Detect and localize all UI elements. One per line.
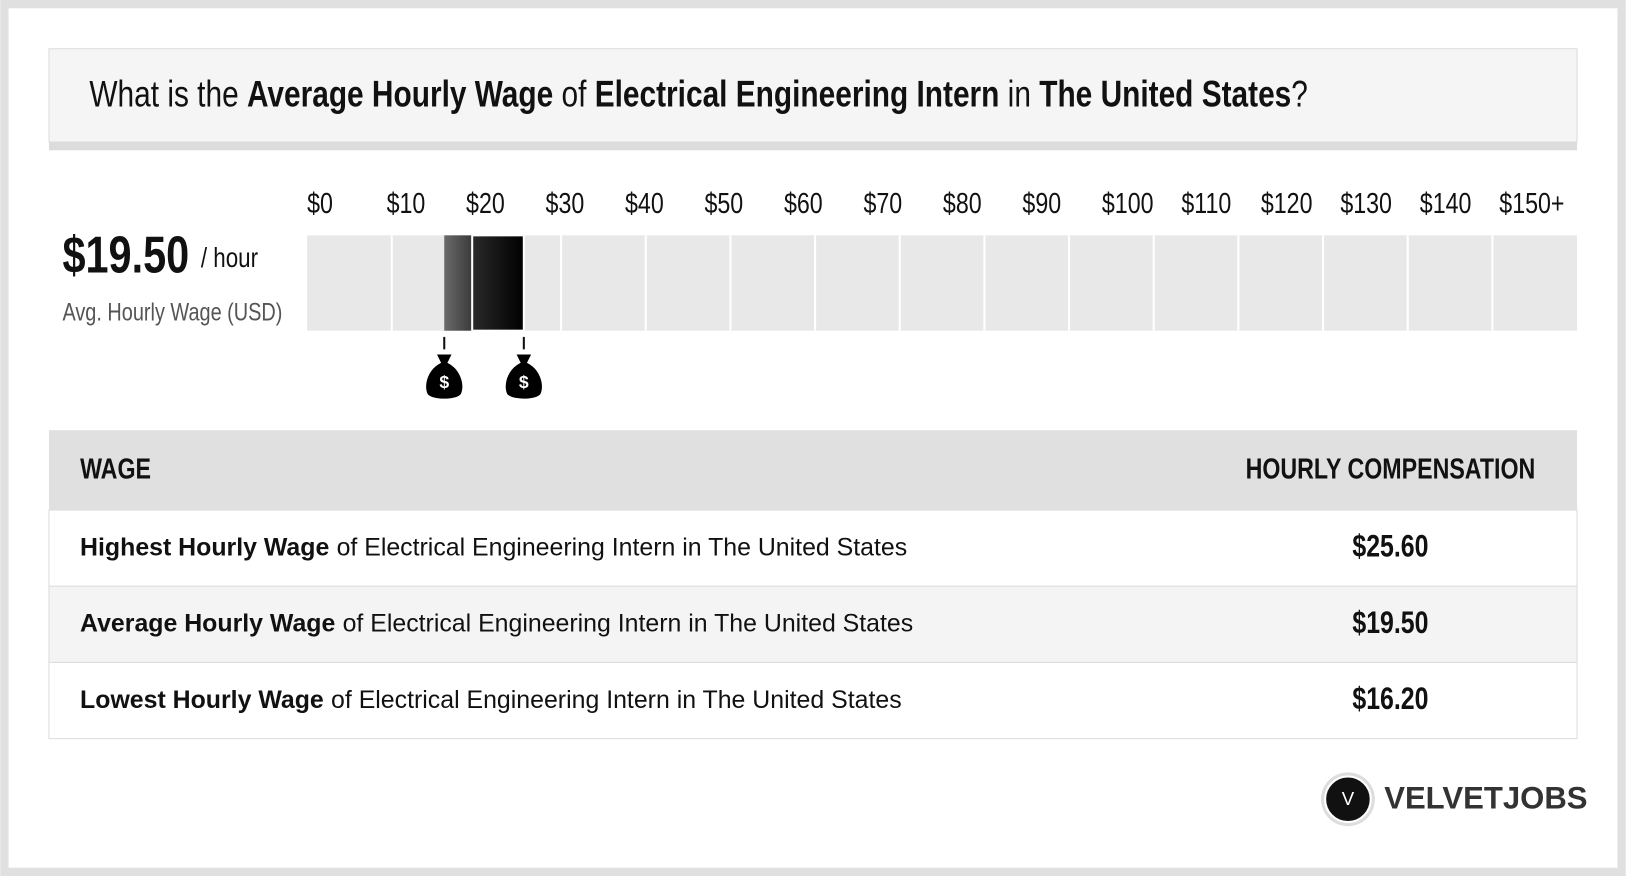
unit: / hour bbox=[201, 242, 259, 273]
tick-label: $50 bbox=[704, 186, 743, 219]
tick-label: $90 bbox=[1022, 186, 1061, 219]
row-label-detail: of Electrical Engineering Intern in The … bbox=[337, 533, 908, 561]
row-label: Highest Hourly Wage of Electrical Enginee… bbox=[80, 533, 907, 561]
title-part: What is the bbox=[89, 73, 238, 115]
tick-label: $120 bbox=[1261, 186, 1313, 219]
tick-label: $20 bbox=[466, 186, 505, 219]
brand-name: VELVETJOBS bbox=[1384, 781, 1587, 816]
range-low-segment bbox=[444, 235, 473, 331]
table-header-label: WAGE bbox=[80, 452, 151, 485]
table-row bbox=[48, 661, 1578, 740]
header-box bbox=[48, 48, 1578, 143]
logo-initial: V bbox=[1342, 788, 1355, 809]
money-bag bbox=[426, 354, 463, 399]
tick-label: $0 bbox=[307, 186, 333, 219]
title-part: Electrical Engineering Intern bbox=[595, 73, 1000, 115]
row-label: Average Hourly Wage of Electrical Enginee… bbox=[80, 609, 913, 637]
tick-label: $60 bbox=[784, 186, 823, 219]
tick-label: $130 bbox=[1340, 186, 1392, 219]
money-bag bbox=[505, 354, 542, 399]
money-symbol: $ bbox=[439, 372, 449, 392]
title-part: ? bbox=[1291, 73, 1308, 115]
title-part: Average Hourly Wage bbox=[247, 73, 553, 115]
money-symbol: $ bbox=[519, 372, 529, 392]
table-row bbox=[48, 509, 1578, 587]
row-label-bold: Lowest Hourly Wage bbox=[80, 685, 324, 713]
tick-label: $40 bbox=[625, 186, 664, 219]
logo-circle bbox=[1324, 775, 1372, 824]
summary-amount: $19.50 / hour bbox=[62, 226, 258, 283]
title-part: The United States bbox=[1039, 73, 1291, 115]
row-label-detail: of Electrical Engineering Intern in The … bbox=[343, 609, 914, 637]
row-label: Lowest Hourly Wage of Electrical Engineer… bbox=[80, 685, 902, 713]
range-high-segment bbox=[471, 234, 525, 332]
row-label-detail: of Electrical Engineering Intern in The … bbox=[331, 685, 902, 713]
tick-label: $80 bbox=[943, 186, 982, 219]
title-part: of bbox=[562, 73, 587, 115]
table-header-label: HOURLY COMPENSATION bbox=[1246, 452, 1536, 485]
tick-label: $30 bbox=[546, 186, 585, 219]
amount: $19.50 bbox=[62, 226, 189, 283]
row-label-bold: Highest Hourly Wage bbox=[80, 533, 329, 561]
tick-label: $110 bbox=[1181, 186, 1231, 219]
table-header bbox=[48, 430, 1578, 511]
tick-label: $150+ bbox=[1499, 186, 1564, 219]
row-wage: $16.20 bbox=[1352, 681, 1428, 715]
row-label-bold: Average Hourly Wage bbox=[80, 609, 335, 637]
summary-caption: Avg. Hourly Wage (USD) bbox=[62, 299, 282, 327]
table-row bbox=[48, 585, 1578, 663]
tick-label: $100 bbox=[1102, 186, 1154, 219]
row-wage: $25.60 bbox=[1352, 529, 1428, 563]
tick-label: $70 bbox=[863, 186, 902, 219]
tick-label: $140 bbox=[1420, 186, 1472, 219]
header-strip bbox=[48, 142, 1578, 151]
title-part: in bbox=[1008, 73, 1031, 115]
row-wage: $19.50 bbox=[1352, 605, 1428, 639]
title: What is the Average Hourly Wage of Electric… bbox=[89, 73, 1307, 115]
tick-label: $10 bbox=[387, 186, 426, 219]
